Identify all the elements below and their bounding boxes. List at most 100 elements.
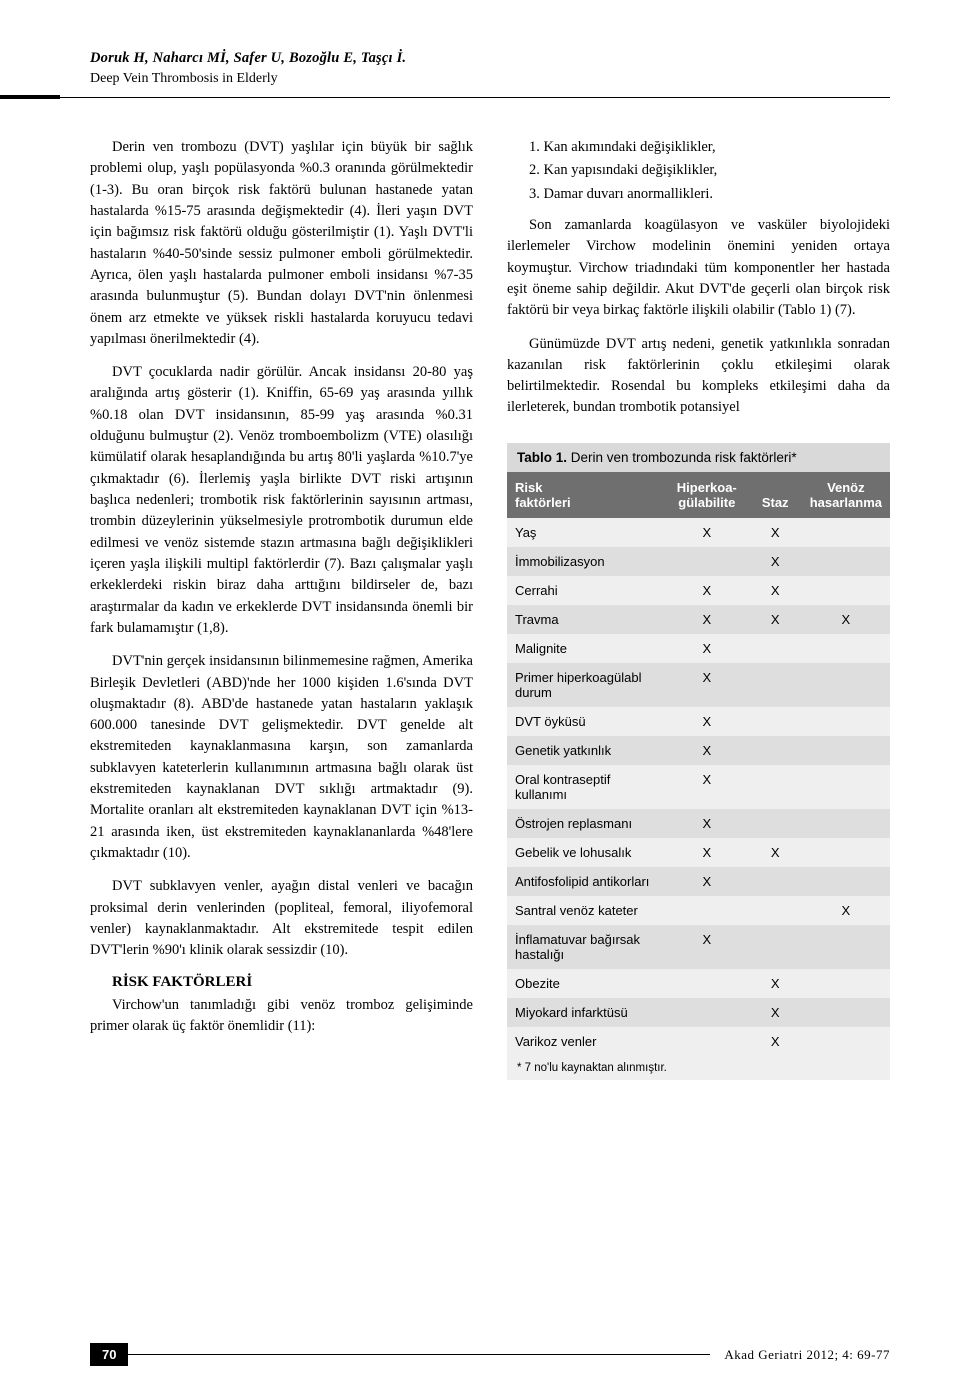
cell-hiperkoag: X bbox=[665, 736, 749, 765]
cell-risk-name: Cerrahi bbox=[507, 576, 665, 605]
cell-hiperkoag bbox=[665, 896, 749, 925]
table-caption: Derin ven trombozunda risk faktörleri* bbox=[567, 450, 797, 465]
table-row: Miyokard infarktüsü X bbox=[507, 998, 890, 1027]
cell-staz bbox=[749, 736, 802, 765]
cell-risk-name: Antifosfolipid antikorları bbox=[507, 867, 665, 896]
cell-risk-name: İmmobilizasyon bbox=[507, 547, 665, 576]
cell-risk-name: Miyokard infarktüsü bbox=[507, 998, 665, 1027]
cell-risk-name: Yaş bbox=[507, 518, 665, 547]
th-text: Risk bbox=[515, 480, 542, 495]
cell-risk-name: Primer hiperkoagülabl durum bbox=[507, 663, 665, 707]
cell-risk-name: Gebelik ve lohusalık bbox=[507, 838, 665, 867]
cell-hiperkoag: X bbox=[665, 518, 749, 547]
table-label: Tablo 1. bbox=[517, 450, 567, 465]
cell-staz bbox=[749, 867, 802, 896]
cell-staz bbox=[749, 634, 802, 663]
paragraph: Günümüzde DVT artış nedeni, genetik yatk… bbox=[507, 334, 890, 419]
paragraph: Virchow'un tanımladığı gibi venöz trombo… bbox=[90, 995, 473, 1038]
table-footnote: * 7 no'lu kaynaktan alınmıştır. bbox=[507, 1056, 890, 1080]
header-rule-line bbox=[0, 97, 890, 98]
cell-hiperkoag: X bbox=[665, 838, 749, 867]
footer-rule bbox=[128, 1354, 710, 1355]
cell-staz: X bbox=[749, 998, 802, 1027]
cell-hiperkoag: X bbox=[665, 576, 749, 605]
cell-venoz: X bbox=[802, 896, 890, 925]
page-number: 70 bbox=[90, 1343, 128, 1366]
cell-risk-name: Travma bbox=[507, 605, 665, 634]
table-row: YaşXX bbox=[507, 518, 890, 547]
th-risk: Riskfaktörleri bbox=[507, 472, 665, 518]
th-text: Staz bbox=[762, 495, 789, 510]
table-row: Genetik yatkınlıkX bbox=[507, 736, 890, 765]
table-row: Varikoz venlerX bbox=[507, 1027, 890, 1056]
cell-risk-name: Oral kontraseptif kullanımı bbox=[507, 765, 665, 809]
cell-hiperkoag: X bbox=[665, 765, 749, 809]
table-row: Östrojen replasmanıX bbox=[507, 809, 890, 838]
section-heading-risk-factors: RİSK FAKTÖRLERİ bbox=[112, 974, 473, 991]
cell-staz bbox=[749, 663, 802, 707]
cell-venoz bbox=[802, 1027, 890, 1056]
table-row: MaligniteX bbox=[507, 634, 890, 663]
cell-venoz bbox=[802, 867, 890, 896]
th-text: Venöz bbox=[827, 480, 865, 495]
cell-risk-name: Obezite bbox=[507, 969, 665, 998]
cell-risk-name: İnflamatuvar bağırsak hastalığı bbox=[507, 925, 665, 969]
cell-hiperkoag bbox=[665, 969, 749, 998]
th-text: faktörleri bbox=[515, 495, 571, 510]
cell-hiperkoag bbox=[665, 998, 749, 1027]
th-text: Hiperkoa- bbox=[677, 480, 737, 495]
running-head: Doruk H, Naharcı Mİ, Safer U, Bozoğlu E,… bbox=[90, 50, 890, 87]
cell-staz: X bbox=[749, 576, 802, 605]
table-row: Gebelik ve lohusalıkXX bbox=[507, 838, 890, 867]
cell-staz: X bbox=[749, 969, 802, 998]
cell-venoz bbox=[802, 707, 890, 736]
table-row: DVT öyküsüX bbox=[507, 707, 890, 736]
cell-risk-name: Genetik yatkınlık bbox=[507, 736, 665, 765]
table-title: Tablo 1. Derin ven trombozunda risk fakt… bbox=[507, 443, 890, 472]
th-text: gülabilite bbox=[678, 495, 735, 510]
cell-hiperkoag: X bbox=[665, 809, 749, 838]
cell-risk-name: Malignite bbox=[507, 634, 665, 663]
cell-staz: X bbox=[749, 838, 802, 867]
paragraph: Derin ven trombozu (DVT) yaşlılar için b… bbox=[90, 137, 473, 350]
header-rule bbox=[90, 93, 890, 103]
cell-risk-name: Santral venöz kateter bbox=[507, 896, 665, 925]
cell-hiperkoag: X bbox=[665, 867, 749, 896]
page: Doruk H, Naharcı Mİ, Safer U, Bozoğlu E,… bbox=[0, 0, 960, 1392]
cell-hiperkoag: X bbox=[665, 634, 749, 663]
table-head: Riskfaktörleri Hiperkoa-gülabilite Staz … bbox=[507, 472, 890, 518]
cell-risk-name: Varikoz venler bbox=[507, 1027, 665, 1056]
right-column: 1. Kan akımındaki değişiklikler, 2. Kan … bbox=[507, 137, 890, 1080]
table-row: Primer hiperkoagülabl durumX bbox=[507, 663, 890, 707]
cell-hiperkoag bbox=[665, 1027, 749, 1056]
table-body: YaşXXİmmobilizasyonXCerrahiXXTravmaXXXMa… bbox=[507, 518, 890, 1056]
table-row: Antifosfolipid antikorlarıX bbox=[507, 867, 890, 896]
cell-venoz bbox=[802, 925, 890, 969]
cell-risk-name: DVT öyküsü bbox=[507, 707, 665, 736]
table-1: Tablo 1. Derin ven trombozunda risk fakt… bbox=[507, 443, 890, 1080]
th-text: hasarlanma bbox=[810, 495, 882, 510]
cell-hiperkoag: X bbox=[665, 663, 749, 707]
paragraph: DVT çocuklarda nadir görülür. Ancak insi… bbox=[90, 362, 473, 639]
cell-venoz bbox=[802, 547, 890, 576]
cell-hiperkoag: X bbox=[665, 707, 749, 736]
cell-venoz bbox=[802, 736, 890, 765]
table-row: Santral venöz kateter X bbox=[507, 896, 890, 925]
th-hiperkoag: Hiperkoa-gülabilite bbox=[665, 472, 749, 518]
cell-hiperkoag: X bbox=[665, 925, 749, 969]
th-venoz: Venözhasarlanma bbox=[802, 472, 890, 518]
cell-staz bbox=[749, 809, 802, 838]
table-row: CerrahiXX bbox=[507, 576, 890, 605]
table-row: İmmobilizasyonX bbox=[507, 547, 890, 576]
left-column: Derin ven trombozu (DVT) yaşlılar için b… bbox=[90, 137, 473, 1080]
cell-venoz bbox=[802, 809, 890, 838]
paragraph: DVT'nin gerçek insidansının bilinmemesin… bbox=[90, 651, 473, 864]
cell-hiperkoag: X bbox=[665, 605, 749, 634]
cell-venoz bbox=[802, 576, 890, 605]
cell-staz: X bbox=[749, 605, 802, 634]
table-row: TravmaXXX bbox=[507, 605, 890, 634]
cell-staz bbox=[749, 707, 802, 736]
two-column-body: Derin ven trombozu (DVT) yaşlılar için b… bbox=[90, 137, 890, 1080]
cell-venoz: X bbox=[802, 605, 890, 634]
paragraph: DVT subklavyen venler, ayağın distal ven… bbox=[90, 876, 473, 961]
